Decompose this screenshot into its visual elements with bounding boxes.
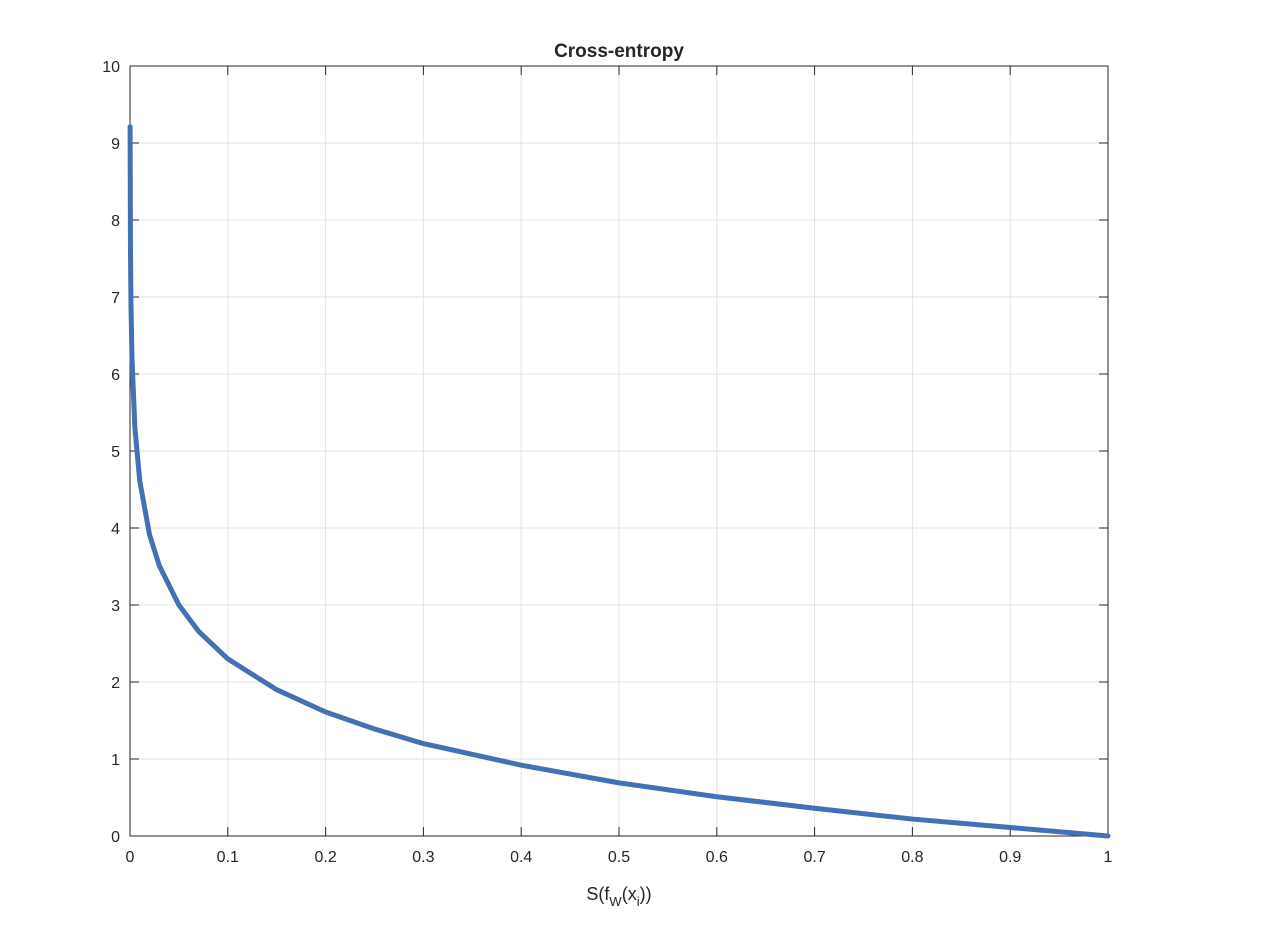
y-tick-label: 5 xyxy=(111,444,120,461)
y-tick-label: 7 xyxy=(111,290,120,307)
x-tick-label: 0 xyxy=(126,849,135,866)
x-tick-label: 1 xyxy=(1104,849,1113,866)
x-label-part: S(f xyxy=(586,884,610,904)
x-tick-label: 0.9 xyxy=(999,849,1021,866)
y-tick-label: 1 xyxy=(111,752,120,769)
x-tick-label: 0.4 xyxy=(510,849,532,866)
x-tick-label: 0.6 xyxy=(706,849,728,866)
y-tick-label: 3 xyxy=(111,598,120,615)
x-tick-label: 0.5 xyxy=(608,849,630,866)
line-series xyxy=(127,124,1111,839)
chart-title: Cross-entropy xyxy=(554,41,684,62)
x-label-part: (x xyxy=(622,884,637,904)
x-label-part: W xyxy=(609,894,622,909)
y-tick-label: 4 xyxy=(111,521,120,538)
x-tick-label: 0.8 xyxy=(901,849,923,866)
y-tick-label: 6 xyxy=(111,367,120,384)
plot-frame xyxy=(129,65,1109,837)
x-tick-label: 0.7 xyxy=(803,849,825,866)
y-tick-label: 2 xyxy=(111,675,120,692)
x-axis-label: S(fW(xi)) xyxy=(586,884,651,909)
x-label-part: )) xyxy=(640,884,652,904)
y-tick-label: 10 xyxy=(102,59,120,76)
x-tick-label: 0.2 xyxy=(314,849,336,866)
y-tick-label: 8 xyxy=(111,213,120,230)
y-tick-label: 0 xyxy=(111,829,120,846)
x-tick-label: 0.3 xyxy=(412,849,434,866)
y-tick-label: 9 xyxy=(111,136,120,153)
x-label-part: i xyxy=(637,894,640,909)
x-tick-label: 0.1 xyxy=(217,849,239,866)
